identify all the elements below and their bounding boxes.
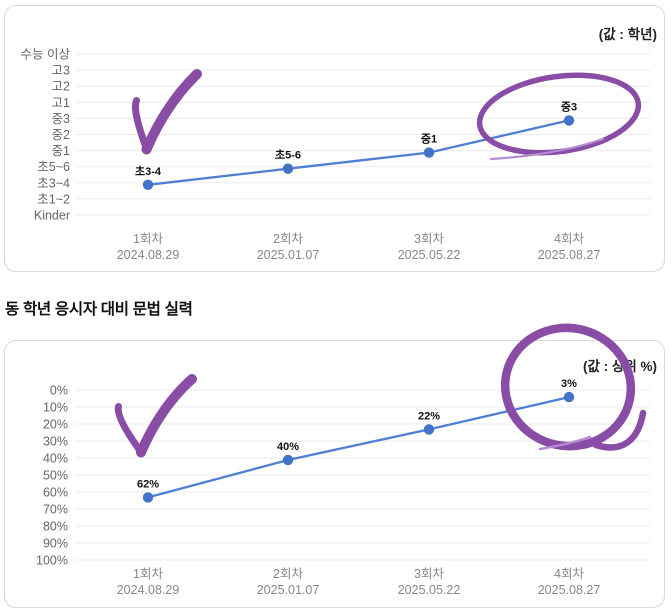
section-title: 동 학년 응시자 대비 문법 실력 <box>5 301 193 318</box>
grade-chart-card <box>4 5 665 272</box>
percentile-chart-card <box>4 340 665 608</box>
